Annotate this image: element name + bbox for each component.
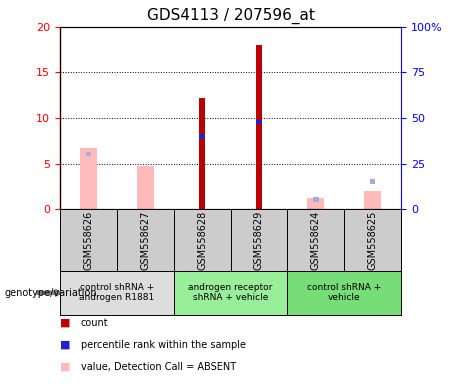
Text: percentile rank within the sample: percentile rank within the sample bbox=[81, 340, 246, 350]
Bar bbox=[287, 271, 401, 315]
Bar bbox=[199, 98, 205, 209]
Text: ■: ■ bbox=[60, 318, 71, 328]
Bar bbox=[230, 209, 287, 271]
Title: GDS4113 / 207596_at: GDS4113 / 207596_at bbox=[147, 8, 314, 24]
Text: GSM558629: GSM558629 bbox=[254, 210, 264, 270]
Bar bbox=[313, 197, 319, 202]
Bar bbox=[60, 271, 174, 315]
Text: GSM558628: GSM558628 bbox=[197, 210, 207, 270]
Bar bbox=[80, 148, 97, 209]
Bar bbox=[199, 134, 205, 139]
Bar bbox=[364, 191, 381, 209]
Text: genotype/variation: genotype/variation bbox=[5, 288, 97, 298]
Bar bbox=[174, 209, 230, 271]
Bar bbox=[287, 209, 344, 271]
Bar bbox=[256, 120, 262, 124]
Bar bbox=[174, 271, 287, 315]
Bar bbox=[344, 209, 401, 271]
Text: androgen receptor
shRNA + vehicle: androgen receptor shRNA + vehicle bbox=[188, 283, 273, 303]
Text: GSM558625: GSM558625 bbox=[367, 210, 378, 270]
Text: control shRNA +
vehicle: control shRNA + vehicle bbox=[307, 283, 381, 303]
Text: GSM558624: GSM558624 bbox=[311, 210, 321, 270]
Text: control shRNA +
androgen R1881: control shRNA + androgen R1881 bbox=[79, 283, 154, 303]
Bar bbox=[60, 209, 117, 271]
Text: value, Detection Call = ABSENT: value, Detection Call = ABSENT bbox=[81, 362, 236, 372]
Text: count: count bbox=[81, 318, 108, 328]
Bar bbox=[307, 199, 324, 209]
Text: ■: ■ bbox=[60, 362, 71, 372]
Bar bbox=[86, 152, 91, 156]
Text: GSM558627: GSM558627 bbox=[140, 210, 150, 270]
Bar bbox=[136, 166, 154, 209]
Bar bbox=[256, 45, 262, 209]
Text: GSM558626: GSM558626 bbox=[83, 210, 94, 270]
Text: ■: ■ bbox=[60, 340, 71, 350]
Bar bbox=[117, 209, 174, 271]
Bar bbox=[370, 179, 375, 184]
